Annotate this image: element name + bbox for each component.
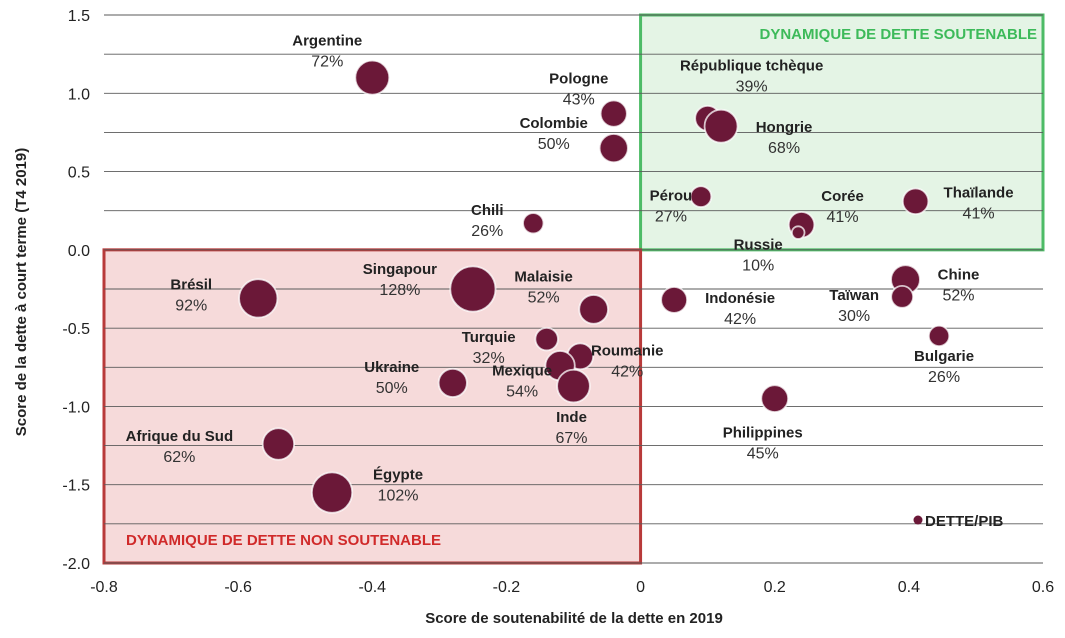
bubble-egypte [310,471,354,514]
point-value-philippines: 45% [747,446,779,463]
point-name-inde: Inde [556,409,587,426]
y-tick-label: -0.5 [62,321,90,338]
point-value-afrique-du-sud: 62% [163,449,195,466]
x-tick-label: -0.4 [358,579,386,596]
zone-labels: DYNAMIQUE DE DETTE SOUTENABLE DYNAMIQUE D… [126,26,1037,549]
bubbles [238,59,951,514]
point-value-perou: 27% [655,209,687,226]
point-labels: Argentine 72% Pologne 43% Colombie 50% Républi… [126,33,1014,505]
point-value-republique-tcheque: 39% [736,78,768,95]
point-name-colombie: Colombie [520,115,588,132]
point-value-hongrie: 68% [768,140,800,157]
point-value-colombie: 50% [538,136,570,153]
legend: DETTE/PIB [913,513,1004,530]
point-name-singapour: Singapour [363,261,437,278]
point-name-thailande: Thaïlande [944,184,1014,201]
bubble-thailande [901,187,930,216]
point-value-coree: 41% [827,209,859,226]
point-name-mexique: Mexique [492,363,552,380]
x-tick-label: -0.8 [90,579,118,596]
point-name-chili: Chili [471,202,504,219]
point-value-thailande: 41% [963,205,995,222]
point-value-argentine: 72% [311,54,343,71]
y-axis-title: Score de la dette à court terme (T4 2019… [13,148,30,436]
point-name-republique-tcheque: République tchèque [680,57,823,74]
bubble-perou [689,185,713,208]
bubble-taiwan [890,284,915,309]
bubble-inde [556,368,591,404]
bubble-chili [522,212,545,235]
point-value-bresil: 92% [175,297,207,314]
point-name-bulgarie: Bulgarie [914,348,974,365]
x-tick-label: 0.4 [898,579,920,596]
bubble-afrique-du-sud [261,427,296,461]
point-value-malaisie: 52% [528,289,560,306]
legend-marker [913,515,923,525]
x-tick-label: -0.2 [493,579,521,596]
point-value-pologne: 43% [563,92,595,109]
point-name-ukraine: Ukraine [364,359,419,376]
zone-label-sustainable: DYNAMIQUE DE DETTE SOUTENABLE [759,26,1037,43]
point-value-roumanie: 42% [611,363,643,380]
point-value-ukraine: 50% [376,380,408,397]
y-tick-label: 0.5 [68,165,90,182]
point-name-taiwan: Taïwan [829,287,879,304]
point-name-perou: Pérou [650,188,693,205]
point-value-egypte: 102% [378,488,419,505]
gridlines [104,14,1043,564]
point-name-afrique-du-sud: Afrique du Sud [126,428,234,445]
x-axis-title: Score de soutenabilité de la dette en 20… [425,610,723,627]
zone-label-unsustainable: DYNAMIQUE DE DETTE NON SOUTENABLE [126,532,441,549]
bubble-bresil [238,278,279,319]
point-name-roumanie: Roumanie [591,342,664,359]
point-value-russie: 10% [742,258,774,275]
point-name-argentine: Argentine [292,33,362,50]
point-name-philippines: Philippines [723,425,803,442]
y-tick-label: -1.5 [62,478,90,495]
bubble-singapour [449,265,497,313]
bubble-bulgarie [927,324,951,348]
bubble-russie [790,225,806,240]
bubble-pologne [599,99,628,128]
y-tick-label: 0.0 [68,243,90,260]
point-name-russie: Russie [734,237,783,254]
bubble-argentine [354,59,391,96]
y-tick-label: -1.0 [62,399,90,416]
point-value-chine: 52% [942,288,974,305]
y-tick-label: -2.0 [62,556,90,573]
bubble-hongrie [703,108,739,144]
point-value-mexique: 54% [506,384,538,401]
point-name-malaisie: Malaisie [514,268,572,285]
bubble-colombie [598,133,629,164]
point-name-turquie: Turquie [462,329,516,346]
point-value-inde: 67% [555,430,587,447]
x-tick-label: 0 [636,579,645,596]
point-value-chili: 26% [471,223,503,240]
y-tick-label: 1.0 [68,86,90,103]
bubble-turquie [534,326,559,352]
point-name-coree: Corée [821,188,864,205]
bubble-philippines [760,384,790,413]
legend-label: DETTE/PIB [925,513,1004,530]
x-tick-label: 0.6 [1032,579,1054,596]
x-tick-label: -0.6 [224,579,252,596]
bubble-ukraine [437,367,468,398]
x-tick-label: 0.2 [764,579,786,596]
point-value-bulgarie: 26% [928,369,960,386]
y-tick-label: 1.5 [68,8,90,25]
bubble-indonesie [660,286,688,314]
point-name-indonesie: Indonésie [705,290,775,307]
point-name-hongrie: Hongrie [756,119,813,136]
axes: 1.5 1.0 0.5 0.0 -0.5 -1.0 -1.5 -2.0-0.8 -0.6 -0.4… [62,8,1054,596]
point-value-singapour: 128% [379,282,420,299]
point-value-taiwan: 30% [838,308,870,325]
point-name-pologne: Pologne [549,71,608,88]
point-value-turquie: 32% [473,350,505,367]
point-name-chine: Chine [938,267,980,284]
point-name-egypte: Égypte [373,467,423,484]
point-name-bresil: Brésil [170,276,212,293]
point-value-indonesie: 42% [724,311,756,328]
bubble-malaisie [578,294,609,325]
